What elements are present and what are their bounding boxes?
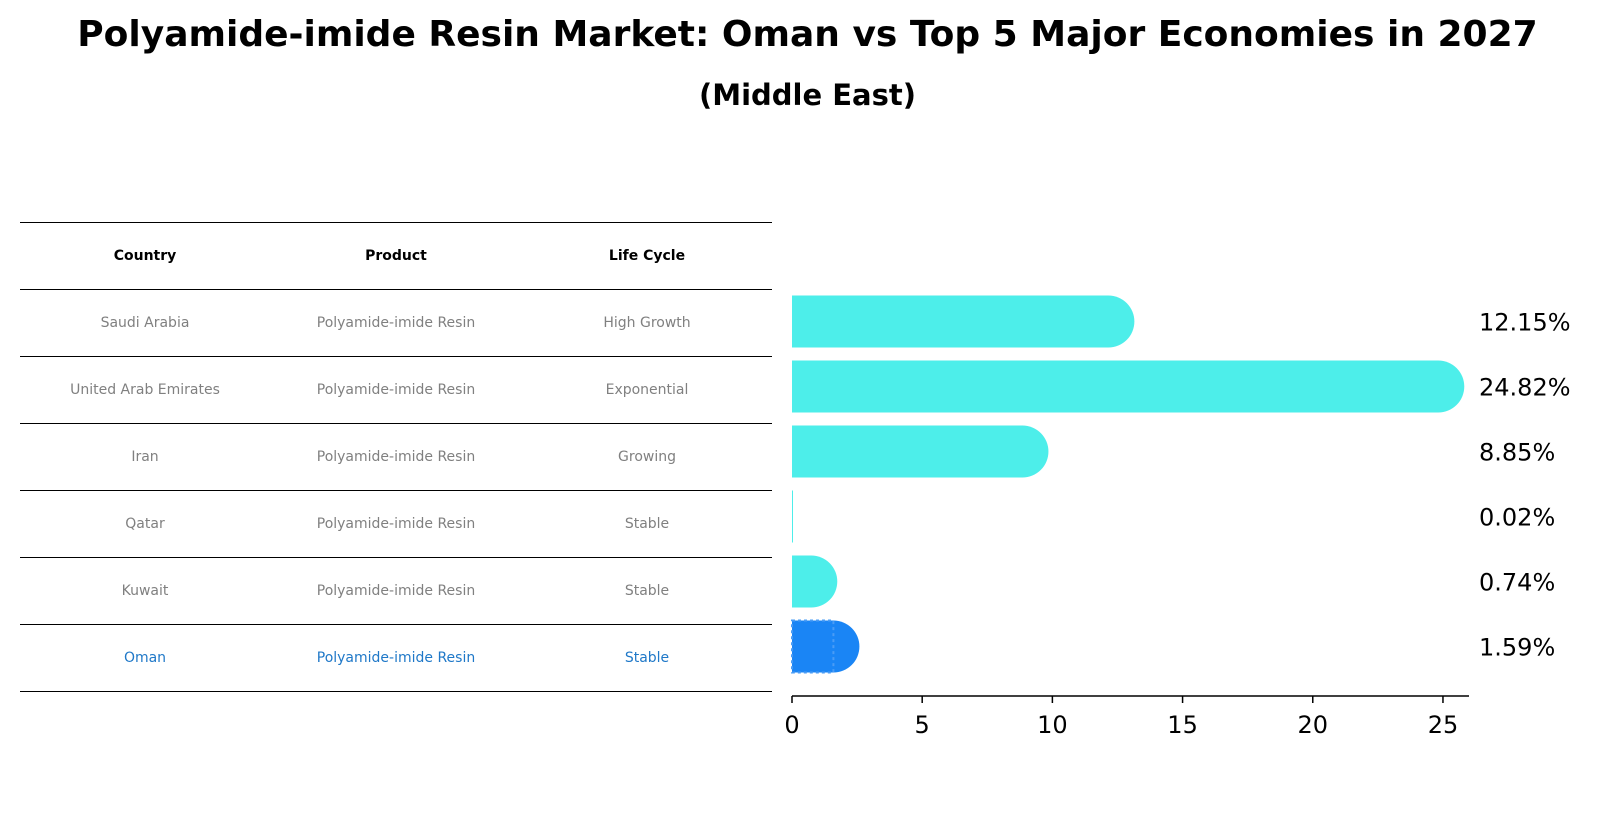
- table-row: Kuwait Polyamide-imide Resin Stable: [20, 557, 772, 624]
- country-cell: Kuwait: [121, 583, 169, 599]
- header-country: Country: [113, 248, 177, 264]
- bar-oman: [792, 620, 860, 673]
- product-cell: Polyamide-imide Resin: [316, 516, 476, 532]
- life-cycle-cell: Growing: [618, 449, 676, 465]
- bar-kuwait: [792, 555, 838, 608]
- x-tick-label: 5: [915, 711, 930, 739]
- product-cell: Polyamide-imide Resin: [316, 382, 476, 398]
- life-cycle-cell: Stable: [624, 650, 670, 666]
- table-row: United Arab Emirates Polyamide-imide Res…: [20, 356, 772, 423]
- life-cycle-cell: Stable: [624, 516, 670, 532]
- value-label: 0.74%: [1479, 569, 1555, 597]
- country-cell: Qatar: [125, 516, 165, 532]
- chart-title: Polyamide-imide Resin Market: Oman vs To…: [77, 14, 1538, 55]
- life-cycle-cell: High Growth: [603, 315, 691, 331]
- country-cell: Oman: [123, 650, 167, 666]
- bar-qatar: [792, 490, 793, 543]
- value-label: 1.59%: [1479, 634, 1555, 662]
- bar-iran: [792, 425, 1049, 478]
- table-row: Iran Polyamide-imide Resin Growing: [20, 423, 772, 490]
- value-label: 12.15%: [1479, 309, 1571, 337]
- country-cell: United Arab Emirates: [70, 382, 220, 398]
- table-row: Saudi Arabia Polyamide-imide Resin High …: [20, 289, 772, 356]
- x-tick-label: 25: [1428, 711, 1459, 739]
- bar-highlight-outline: [791, 619, 835, 674]
- x-tick-label: 20: [1297, 711, 1328, 739]
- table-row: Qatar Polyamide-imide Resin Stable: [20, 490, 772, 557]
- chart-subtitle: (Middle East): [698, 78, 917, 112]
- country-table: Country Product Life Cycle Saudi Arabia …: [20, 222, 772, 692]
- header-life-cycle: Life Cycle: [608, 248, 686, 264]
- table-header-row: Country Product Life Cycle: [20, 222, 772, 289]
- header-product: Product: [365, 248, 427, 264]
- x-tick-label: 10: [1037, 711, 1068, 739]
- value-label: 0.02%: [1479, 504, 1555, 532]
- table-row-highlight: Oman Polyamide-imide Resin Stable: [20, 624, 772, 692]
- value-label: 24.82%: [1479, 374, 1571, 402]
- life-cycle-cell: Exponential: [605, 382, 689, 398]
- x-tick-label: 0: [784, 711, 799, 739]
- x-tick-label: 15: [1167, 711, 1198, 739]
- bar-united-arab-emirates: [792, 360, 1465, 413]
- product-cell: Polyamide-imide Resin: [316, 583, 476, 599]
- value-label: 8.85%: [1479, 439, 1555, 467]
- product-cell: Polyamide-imide Resin: [316, 315, 476, 331]
- country-cell: Iran: [131, 449, 159, 465]
- life-cycle-cell: Stable: [624, 583, 670, 599]
- product-cell: Polyamide-imide Resin: [316, 650, 476, 666]
- country-cell: Saudi Arabia: [100, 315, 190, 331]
- product-cell: Polyamide-imide Resin: [316, 449, 476, 465]
- bar-saudi-arabia: [792, 295, 1135, 348]
